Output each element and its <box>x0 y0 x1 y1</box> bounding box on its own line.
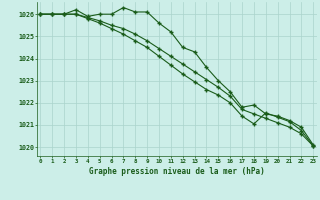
X-axis label: Graphe pression niveau de la mer (hPa): Graphe pression niveau de la mer (hPa) <box>89 167 265 176</box>
